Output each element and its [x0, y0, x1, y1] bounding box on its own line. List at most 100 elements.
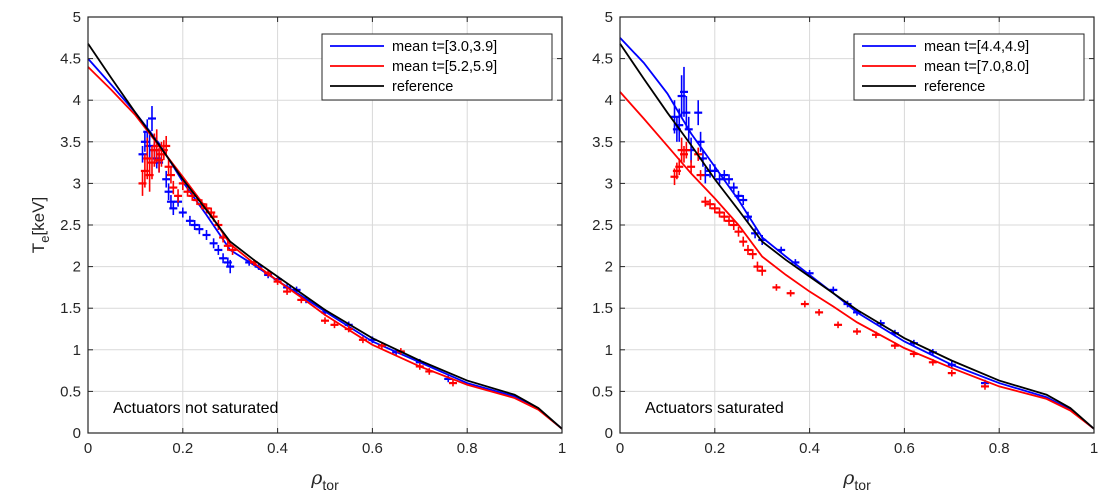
series-line — [619, 91, 1095, 430]
y-tick-label: 4.5 — [60, 51, 81, 68]
data-point — [947, 361, 956, 369]
data-point — [853, 328, 861, 335]
x-tick-label: 1 — [1090, 440, 1098, 457]
data-point — [720, 211, 729, 222]
data-point — [710, 164, 719, 178]
y-tick-label: 3.5 — [60, 134, 81, 151]
y-tick-label: 3 — [73, 175, 81, 192]
y-tick-label: 4.5 — [592, 51, 613, 68]
x-axis-label: ρtor — [842, 467, 871, 493]
y-tick-label: 0.5 — [60, 383, 81, 400]
legend-entry: mean t=[7.0,8.0] — [862, 59, 1029, 75]
x-tick-label: 0.6 — [362, 440, 383, 457]
x-tick-label: 0.2 — [172, 440, 193, 457]
data-point — [164, 183, 173, 201]
legend-entry: reference — [330, 79, 453, 95]
panel-annotation: Actuators saturated — [645, 400, 784, 417]
data-point — [415, 363, 424, 370]
series-2 — [619, 91, 1095, 430]
data-point — [448, 379, 457, 387]
y-tick-label: 5 — [605, 9, 613, 26]
data-point — [909, 350, 918, 358]
data-point — [980, 383, 989, 390]
data-point — [330, 321, 339, 329]
x-tick-label: 0.4 — [267, 440, 288, 457]
data-point — [834, 321, 843, 329]
data-point — [190, 220, 199, 230]
y-tick-label: 0 — [73, 425, 81, 442]
data-point — [725, 215, 734, 226]
data-point — [684, 116, 693, 142]
data-point — [195, 224, 204, 235]
data-point — [273, 278, 282, 285]
data-point — [734, 190, 743, 201]
legend-box — [853, 33, 1085, 101]
data-point — [675, 158, 684, 176]
y-tick-label: 2 — [605, 259, 613, 276]
data-point — [679, 66, 688, 117]
data-point — [715, 174, 724, 185]
x-label-subscript: tor — [854, 477, 871, 493]
y-tick-label: 1 — [73, 342, 81, 359]
x-tick-label: 0 — [616, 440, 624, 457]
data-point — [147, 106, 156, 131]
legend-label: mean t=[3.0,3.9] — [392, 39, 497, 55]
data-point — [185, 215, 194, 226]
data-point — [174, 189, 183, 203]
data-point — [696, 131, 705, 152]
data-point — [219, 253, 228, 264]
y-tick-label: 4 — [605, 92, 613, 109]
x-axis-label: ρtor — [310, 467, 339, 493]
legend-entry: mean t=[3.0,3.9] — [330, 39, 497, 55]
data-point — [283, 288, 292, 295]
data-point — [829, 286, 838, 294]
data-point — [202, 229, 211, 240]
data-point — [226, 259, 235, 274]
x-label-symbol: ρ — [310, 467, 323, 489]
panel-annotation: Actuators not saturated — [113, 400, 278, 417]
data-point — [696, 170, 705, 181]
y-label-symbol: T — [29, 243, 48, 253]
data-point — [178, 207, 187, 218]
legend-entry: mean t=[5.2,5.9] — [330, 59, 497, 75]
y-tick-label: 3 — [605, 175, 613, 192]
y-tick-label: 2 — [73, 259, 81, 276]
data-point — [743, 211, 752, 222]
y-tick-label: 1.5 — [60, 300, 81, 317]
y-label-subscript: e — [37, 236, 52, 243]
data-point — [720, 170, 729, 181]
data-point — [202, 203, 211, 214]
data-point — [425, 368, 434, 375]
data-point — [739, 195, 748, 206]
x-tick-label: 0 — [84, 440, 92, 457]
legend-box — [321, 33, 553, 101]
legend-label: reference — [924, 79, 985, 95]
x-tick-label: 1 — [558, 440, 566, 457]
data-point — [890, 342, 899, 349]
data-point — [687, 160, 696, 174]
data-point — [183, 186, 192, 197]
legend: mean t=[3.0,3.9] mean t=[5.2,5.9] referenc… — [321, 33, 553, 101]
data-point — [682, 96, 691, 130]
legend-label: mean t=[7.0,8.0] — [924, 59, 1029, 75]
data-point — [928, 358, 937, 366]
data-point — [162, 135, 171, 156]
data-point — [786, 289, 795, 297]
legend: mean t=[4.4,4.9] mean t=[7.0,8.0] referenc… — [853, 33, 1085, 101]
data-point — [214, 244, 223, 255]
legend-label: reference — [392, 79, 453, 95]
x-label-subscript: tor — [322, 477, 339, 493]
y-tick-label: 3.5 — [592, 134, 613, 151]
legend-label: mean t=[5.2,5.9] — [392, 59, 497, 75]
data-point — [729, 182, 738, 193]
data-point — [209, 238, 218, 249]
data-point — [805, 269, 814, 277]
x-tick-label: 0.6 — [894, 440, 915, 457]
data-point — [758, 234, 767, 245]
data-point — [321, 317, 329, 325]
y-tick-label: 0.5 — [592, 383, 613, 400]
x-tick-label: 0.2 — [704, 440, 725, 457]
data-point — [753, 261, 762, 272]
series-line — [619, 43, 1095, 430]
